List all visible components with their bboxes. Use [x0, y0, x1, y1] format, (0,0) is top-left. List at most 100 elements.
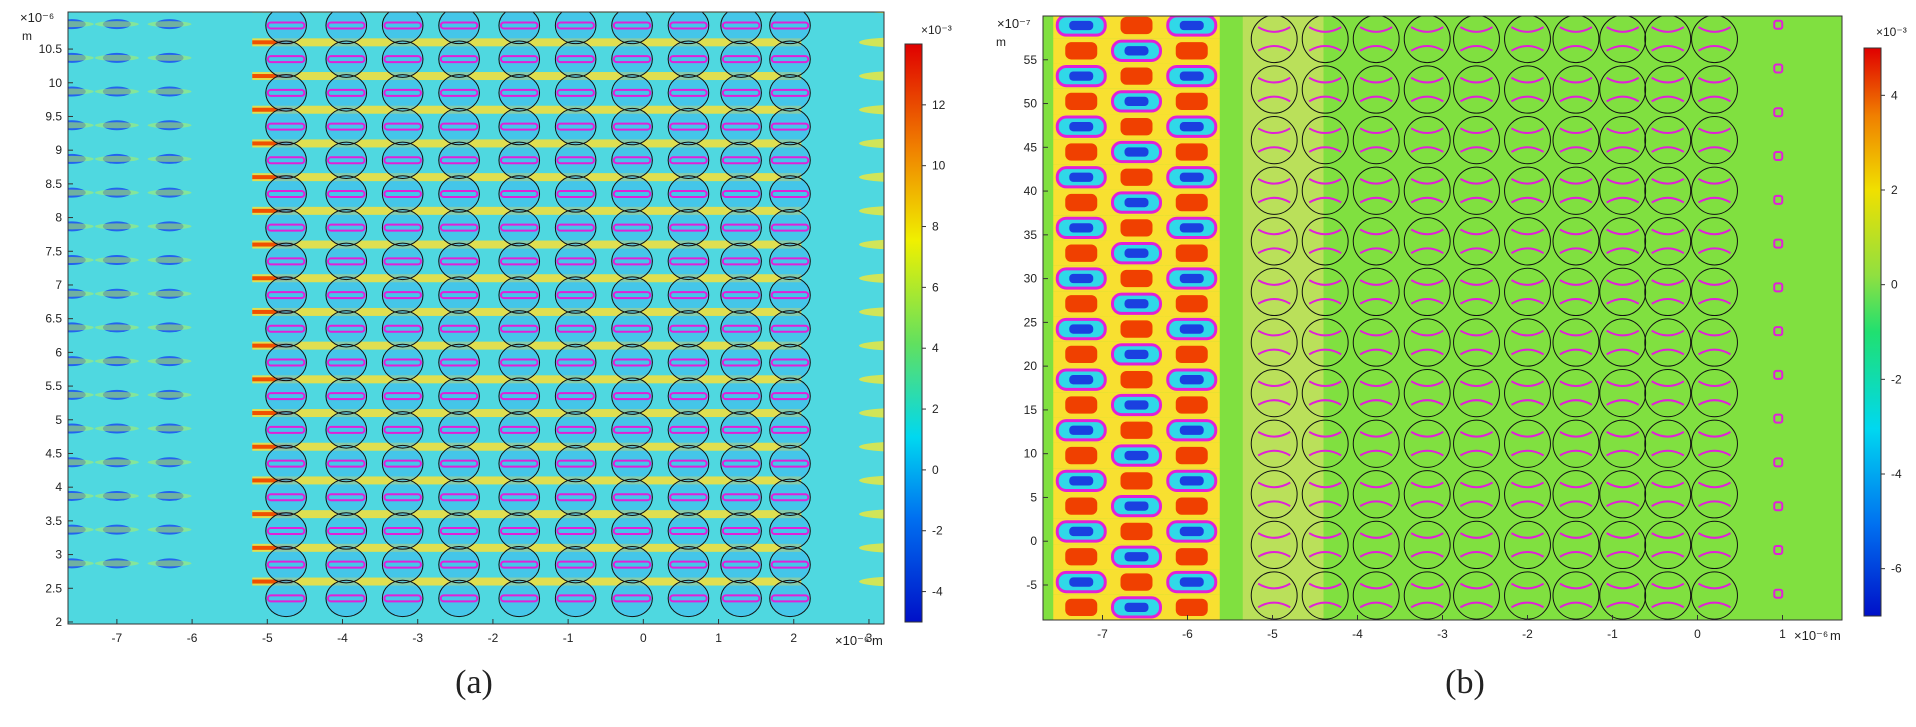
- y-tick-label: 35: [1024, 228, 1038, 242]
- circle-outline: [1504, 419, 1551, 468]
- field-cell: [769, 40, 811, 78]
- contour-line: [612, 88, 652, 97]
- circle-outline: [720, 310, 762, 348]
- field-cell: [498, 108, 540, 145]
- field-cell: [611, 243, 653, 280]
- field-halo: [147, 560, 192, 567]
- circle-outline: [554, 12, 597, 45]
- field-halo: [68, 223, 94, 230]
- contour-line: [1606, 279, 1640, 305]
- field-halo: [147, 459, 192, 466]
- field-halo: [94, 122, 139, 129]
- field-band: [252, 12, 802, 13]
- field-halo: [147, 21, 192, 28]
- circle-outline: [667, 310, 710, 348]
- contour-line: [612, 257, 652, 266]
- contour-line: [612, 291, 652, 300]
- circle-outline: [1599, 368, 1647, 418]
- contour-line: [556, 358, 595, 367]
- field-blue-cell: [1069, 375, 1094, 385]
- contour-line: [1651, 178, 1685, 204]
- circle-outline: [1250, 571, 1298, 620]
- field-cell: [498, 243, 540, 280]
- field-cell: [668, 344, 709, 381]
- field-blue-cell: [1069, 122, 1094, 132]
- circle-outline: [667, 175, 710, 213]
- circle-outline: [325, 40, 368, 78]
- circle-outline: [498, 40, 541, 78]
- circle-outline: [769, 40, 811, 78]
- contour-line: [612, 55, 652, 64]
- field-cell: [382, 74, 423, 112]
- circle-outline: [1504, 115, 1551, 165]
- field-hotspot: [252, 40, 293, 45]
- field-halo: [68, 425, 94, 432]
- circle-outline: [1504, 520, 1551, 570]
- field-blue-cell: [1069, 526, 1094, 537]
- contour-line: [383, 55, 422, 64]
- contour-line: [1308, 582, 1342, 609]
- contour-line: [1459, 26, 1494, 52]
- circle-outline: [498, 478, 541, 516]
- contour-line: [439, 189, 479, 198]
- circle-outline: [1403, 166, 1451, 215]
- field-cell: [555, 411, 596, 449]
- contour-line: [1410, 582, 1444, 609]
- contour-line: [1651, 127, 1685, 153]
- field-cell: [668, 479, 709, 516]
- circle-outline: [438, 377, 480, 415]
- circle-outline: [1691, 571, 1738, 620]
- field-cell: [325, 580, 367, 617]
- circle-outline: [1403, 65, 1451, 114]
- circle-outline: [1552, 419, 1600, 468]
- contour-line: [1410, 127, 1444, 153]
- x-tick-label: -3: [412, 631, 423, 645]
- field-halo: [68, 88, 94, 95]
- circle-outline: [1403, 470, 1451, 519]
- field-blue-cell: [1179, 324, 1204, 334]
- field-cell: [720, 276, 762, 314]
- field-cell: [498, 479, 540, 516]
- field-cell: [498, 377, 540, 415]
- contour-square: [1773, 282, 1784, 293]
- circle-outline: [1352, 65, 1400, 114]
- contour-line: [1697, 431, 1732, 457]
- field-cell: [668, 377, 709, 415]
- field-cell: [555, 377, 596, 415]
- field-blue-cell: [1069, 324, 1094, 334]
- contour-line: [721, 122, 761, 131]
- field-cell: [325, 377, 367, 415]
- contour-line: [1257, 127, 1291, 153]
- circle-outline: [498, 12, 541, 45]
- contour-line: [1510, 76, 1545, 103]
- circle-outline: [1453, 217, 1500, 266]
- field-cell: [382, 512, 423, 550]
- circle-outline: [498, 141, 541, 179]
- field-red-cell: [1120, 67, 1153, 85]
- x-tick-label: -5: [262, 631, 273, 645]
- circle-outline: [381, 478, 424, 516]
- circle-outline: [1301, 419, 1349, 468]
- circle-outline: [1644, 267, 1692, 317]
- colorbar-tick-label: 0: [1891, 278, 1898, 292]
- contour-line: [669, 257, 708, 266]
- field-halo: [94, 324, 139, 331]
- field-cell: [265, 546, 307, 583]
- circle-outline: [1301, 520, 1349, 570]
- circle-outline: [720, 478, 762, 516]
- circle-outline: [265, 444, 307, 483]
- field-cell: [769, 344, 811, 381]
- contour-line: [383, 21, 422, 30]
- field-blue-cell: [1069, 20, 1094, 31]
- contour-line: [326, 493, 366, 502]
- field-cell: [720, 243, 762, 280]
- contour-line: [770, 392, 810, 401]
- field-red-cell: [1120, 269, 1153, 288]
- circle-outline: [1250, 419, 1298, 468]
- circle-outline: [1403, 419, 1451, 468]
- field-cell: [438, 411, 480, 449]
- circle-outline: [611, 411, 653, 449]
- y-tick-label: 5: [55, 413, 62, 427]
- field-red-cell: [1065, 598, 1098, 616]
- field-cell: [382, 310, 423, 347]
